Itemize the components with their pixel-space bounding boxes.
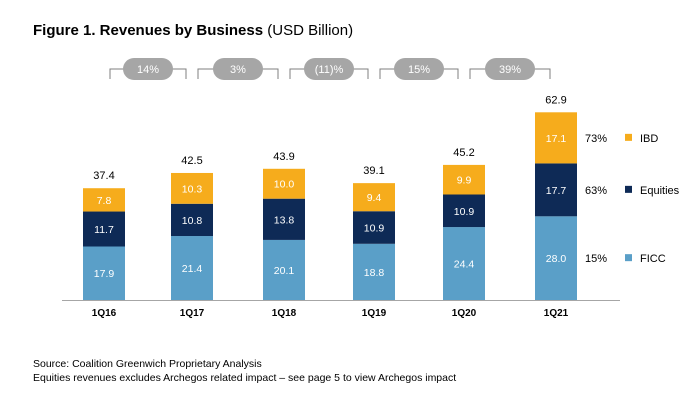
data-label-ibd-1q16: 7.8 (97, 195, 112, 207)
bar-equities-1q21 (535, 163, 577, 217)
bar-equities-1q16 (83, 211, 125, 247)
data-label-ibd-1q17: 10.3 (182, 183, 203, 195)
bar-ibd-1q16 (83, 188, 125, 212)
total-label-1q19: 39.1 (363, 165, 384, 177)
growth-pill-2 (213, 58, 263, 80)
bar-ficc-1q21 (535, 216, 577, 300)
legend-pct-ibd: 73% (585, 133, 607, 145)
x-tick-1q17: 1Q17 (180, 308, 205, 319)
chart-title: Figure 1. Revenues by Business (USD Bill… (33, 22, 353, 39)
data-label-equities-1q19: 10.9 (364, 223, 385, 235)
data-label-ficc-1q20: 24.4 (454, 259, 475, 271)
data-label-ficc-1q21: 28.0 (546, 253, 567, 265)
growth-label-5: 39% (499, 64, 521, 76)
growth-label-3: (11)% (315, 64, 344, 76)
total-label-1q17: 42.5 (181, 155, 202, 167)
chart-title-unit: (USD Billion) (267, 22, 354, 39)
data-label-ficc-1q18: 20.1 (274, 265, 295, 277)
source-line-2: Equities revenues excludes Archegos rela… (33, 372, 457, 384)
x-tick-1q21: 1Q21 (544, 308, 569, 319)
bar-ficc-1q18 (263, 239, 305, 300)
legend-swatch-equities (625, 185, 632, 193)
bar-ibd-1q21 (535, 112, 577, 164)
bar-ibd-1q18 (263, 168, 305, 199)
bar-ficc-1q17 (171, 236, 213, 300)
data-label-ficc-1q17: 21.4 (182, 263, 203, 275)
data-label-ibd-1q19: 9.4 (367, 192, 382, 204)
bar-equities-1q20 (443, 194, 485, 228)
data-label-equities-1q16: 11.7 (94, 224, 114, 236)
legend-pct-equities: 63% (585, 185, 607, 197)
bar-ibd-1q19 (353, 183, 395, 212)
growth-label-1: 14% (137, 64, 159, 76)
data-label-equities-1q21: 17.7 (546, 185, 567, 197)
growth-label-2: 3% (230, 64, 246, 76)
total-label-1q20: 45.2 (453, 147, 474, 159)
total-label-1q18: 43.9 (273, 151, 294, 163)
growth-pill-1 (123, 58, 173, 80)
data-label-equities-1q20: 10.9 (454, 206, 475, 218)
growth-pill-5 (485, 58, 535, 80)
data-label-ibd-1q18: 10.0 (274, 179, 295, 191)
data-label-ibd-1q20: 9.9 (457, 175, 472, 187)
bar-equities-1q18 (263, 198, 305, 240)
data-label-ficc-1q16: 17.9 (94, 268, 115, 280)
x-tick-1q18: 1Q18 (272, 308, 297, 319)
legend-label-ficc: FICC (640, 253, 666, 265)
chart-title-main: Figure 1. Revenues by Business (33, 22, 264, 39)
legend-swatch-ibd (625, 133, 632, 141)
source-line-1: Source: Coalition Greenwich Proprietary … (33, 358, 262, 370)
bar-ficc-1q19 (353, 243, 395, 300)
legend-label-ibd: IBD (640, 133, 658, 145)
growth-pill-3 (304, 58, 354, 80)
data-label-ibd-1q21: 17.1 (546, 133, 567, 145)
bar-ficc-1q20 (443, 227, 485, 300)
legend-swatch-ficc (625, 254, 632, 262)
data-label-equities-1q17: 10.8 (182, 215, 203, 227)
bar-equities-1q17 (171, 203, 213, 237)
data-label-equities-1q18: 13.8 (274, 214, 295, 226)
legend-pct-ficc: 15% (585, 253, 607, 265)
legend-label-equities: Equities (640, 185, 680, 197)
bar-ibd-1q20 (443, 164, 485, 195)
bar-equities-1q19 (353, 211, 395, 244)
x-tick-1q16: 1Q16 (92, 308, 117, 319)
source-note: Source: Coalition Greenwich Proprietary … (33, 357, 456, 385)
growth-label-4: 15% (408, 64, 430, 76)
data-label-ficc-1q19: 18.8 (364, 267, 385, 279)
total-label-1q21: 62.9 (545, 94, 566, 106)
growth-pill-4 (394, 58, 444, 80)
bar-ibd-1q17 (171, 172, 213, 204)
bar-ficc-1q16 (83, 246, 125, 300)
x-tick-1q19: 1Q19 (362, 308, 387, 319)
total-label-1q16: 37.4 (93, 170, 114, 182)
x-tick-1q20: 1Q20 (452, 308, 477, 319)
